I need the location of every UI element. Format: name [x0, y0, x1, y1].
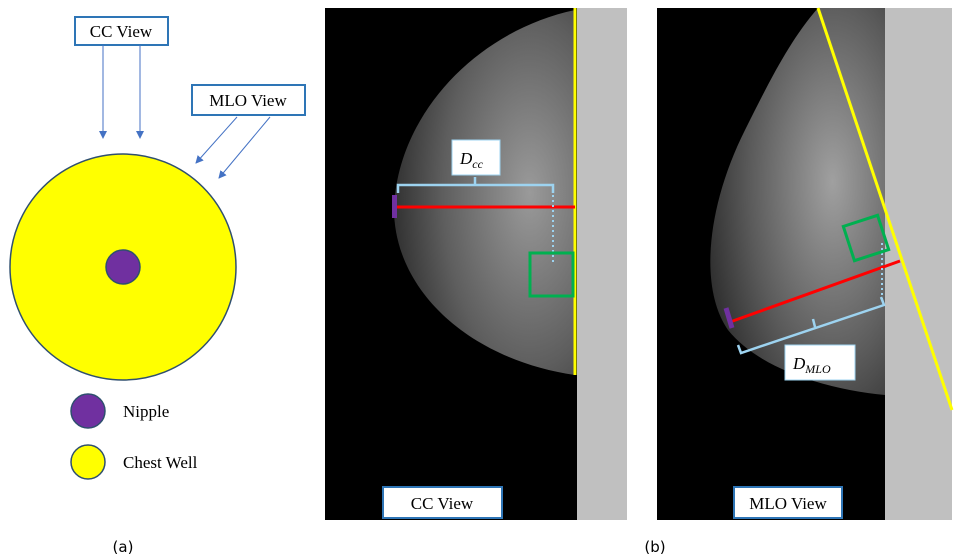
caption: (a): [113, 538, 134, 556]
arrow: [219, 117, 270, 178]
legend-label: Nipple: [123, 402, 169, 421]
distance-subscript: MLO: [804, 362, 831, 376]
cc-image: Dcc CC View: [325, 8, 627, 520]
mlo-view-label: MLO View: [209, 91, 287, 110]
background: [577, 8, 627, 520]
caption: (b): [644, 538, 665, 556]
distance-symbol: D: [459, 149, 473, 168]
cc-label: CC View: [411, 494, 474, 513]
legend-label: Chest Well: [123, 453, 198, 472]
mlo-image: DMLO MLO View: [657, 8, 952, 520]
cc-view-label: CC View: [90, 22, 153, 41]
legend-nipple-swatch: [71, 394, 105, 428]
figure: CC View MLO View Nipple Chest Well (a) D…: [0, 0, 954, 558]
legend-chest-swatch: [71, 445, 105, 479]
distance-symbol: D: [792, 354, 806, 373]
distance-subscript: cc: [472, 157, 483, 171]
arrow: [196, 117, 237, 163]
nipple-mark: [392, 195, 397, 218]
nipple-circle: [106, 250, 140, 284]
panel-a: CC View MLO View Nipple Chest Well (a): [10, 17, 305, 556]
mlo-label: MLO View: [749, 494, 827, 513]
